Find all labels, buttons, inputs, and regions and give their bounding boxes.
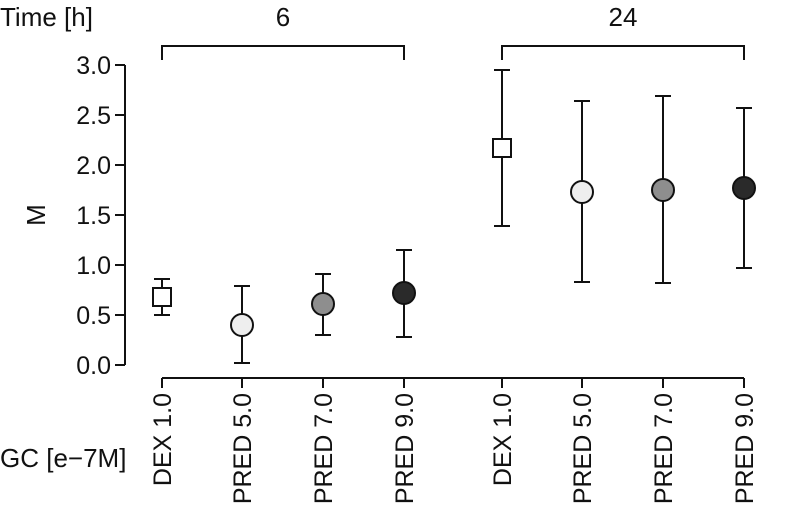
x-tick-label: PRED 7.0 <box>650 393 678 504</box>
y-tick-label: 2.0 <box>76 152 111 180</box>
y-tick-label: 0.0 <box>76 352 111 380</box>
x-axis-label: GC [e−7M] <box>0 443 126 473</box>
y-tick-label: 1.5 <box>76 202 111 230</box>
y-tick-label: 3.0 <box>76 52 111 80</box>
data-point-square <box>492 138 512 158</box>
y-tick-label: 1.0 <box>76 252 111 280</box>
plot-area: 0.0 0.5 1.0 1.5 2.0 2.5 3.0 DEX 1.0 PRED 5.0 PRED… <box>76 2 759 504</box>
time-axis-label: Time [h] <box>0 2 93 32</box>
time-group-bracket <box>161 45 405 60</box>
data-point-circle <box>392 281 416 305</box>
data-point-circle <box>311 292 335 316</box>
x-tick-label: PRED 9.0 <box>391 393 419 504</box>
data-point-circle <box>651 178 675 202</box>
y-axis-label: M <box>21 204 51 226</box>
time-group-label: 24 <box>609 2 638 32</box>
y-tick-label: 0.5 <box>76 302 111 330</box>
x-tick-label: PRED 9.0 <box>731 393 759 504</box>
data-point-square <box>152 287 172 307</box>
y-tick-label: 2.5 <box>76 102 111 130</box>
data-point-circle <box>230 313 254 337</box>
x-tick-label: PRED 7.0 <box>310 393 338 504</box>
data-point-circle <box>570 180 594 204</box>
x-tick-label: DEX 1.0 <box>489 393 517 486</box>
time-group-bracket <box>501 45 745 60</box>
x-tick-label: PRED 5.0 <box>229 393 257 504</box>
x-tick-label: PRED 5.0 <box>569 393 597 504</box>
time-group-label: 6 <box>276 2 290 32</box>
data-point-circle <box>732 176 756 200</box>
x-tick-label: DEX 1.0 <box>149 393 177 486</box>
